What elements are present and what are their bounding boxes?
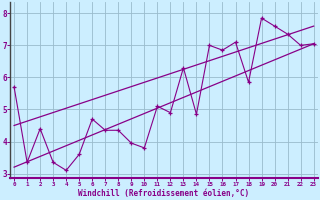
X-axis label: Windchill (Refroidissement éolien,°C): Windchill (Refroidissement éolien,°C) <box>78 189 249 198</box>
